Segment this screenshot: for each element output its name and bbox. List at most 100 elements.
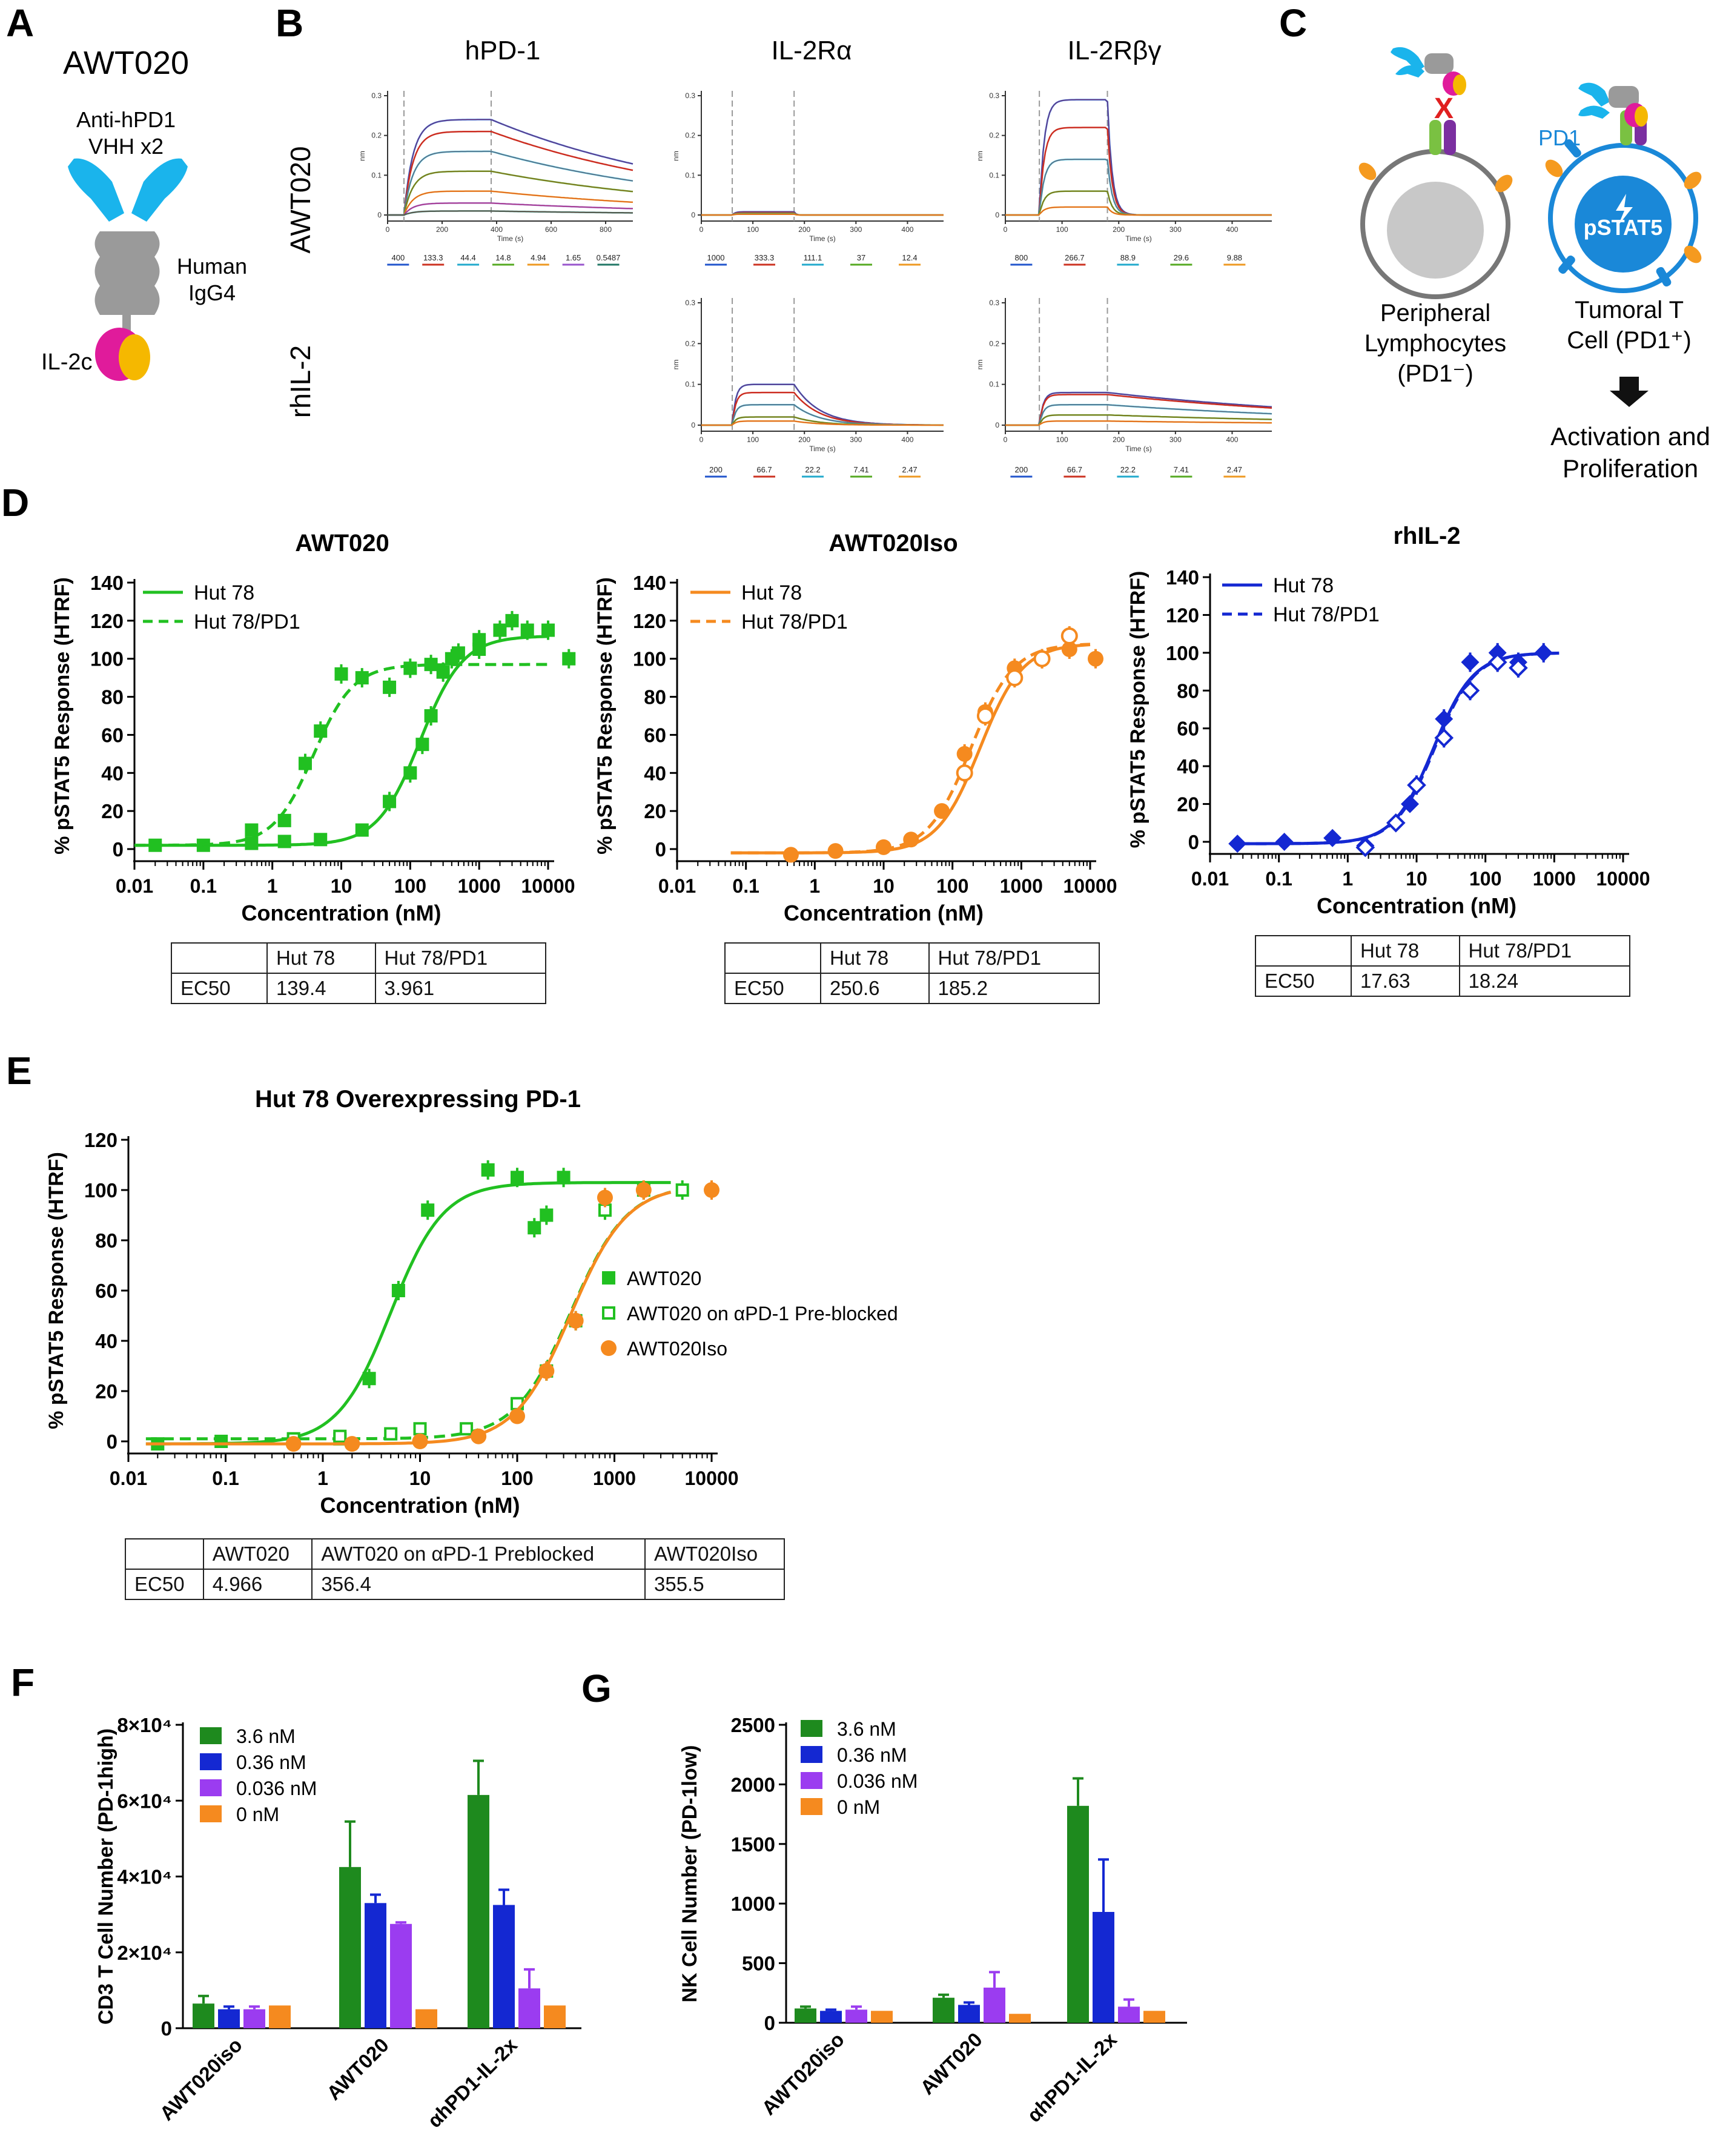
bar bbox=[415, 2009, 437, 2028]
x-tick-label: 400 bbox=[491, 225, 503, 234]
fit-trace bbox=[1005, 392, 1272, 426]
table-header: Hut 78/PD1 bbox=[928, 942, 1100, 974]
x-tick-label: 400 bbox=[1226, 225, 1238, 234]
chart-title: AWT020Iso bbox=[829, 530, 958, 557]
data-point bbox=[481, 1163, 495, 1177]
data-point bbox=[415, 738, 429, 752]
legend-label: Hut 78 bbox=[1273, 574, 1334, 597]
data-point bbox=[472, 643, 486, 656]
legend-label: Hut 78/PD1 bbox=[1273, 603, 1380, 626]
vhh-label-2: VHH x2 bbox=[88, 134, 164, 159]
binding-trace bbox=[1005, 414, 1272, 426]
fit-trace bbox=[388, 151, 633, 216]
data-point bbox=[355, 671, 369, 685]
y-tick-label: 0.3 bbox=[685, 299, 695, 307]
y-tick-label: 0.1 bbox=[989, 380, 999, 389]
peripheral-receptor-2 bbox=[1495, 174, 1513, 193]
table-row-label: EC50 bbox=[724, 973, 821, 1004]
tumoral-label-1: Tumoral T bbox=[1575, 297, 1684, 323]
tumoral-nucleus bbox=[1575, 176, 1672, 273]
table-cell: 356.4 bbox=[311, 1569, 646, 1600]
concentration-label: 22.2 bbox=[805, 465, 820, 474]
table-header: Hut 78/PD1 bbox=[1458, 935, 1630, 967]
peripheral-il2r-purple bbox=[1444, 120, 1456, 155]
chart-d3: rhIL-2 0 20 40 60 80 100 120 140 0.01 0.1 1 10 100 100… bbox=[1126, 523, 1650, 918]
y-axis-unit: nm bbox=[976, 151, 984, 161]
x-tick-label: 100 bbox=[1056, 225, 1068, 234]
y-axis-label: % pSTAT5 Response (HTRF) bbox=[45, 1152, 68, 1429]
concentration-label: 88.9 bbox=[1120, 253, 1136, 262]
data-point bbox=[362, 1372, 376, 1386]
chart-title: AWT020 bbox=[295, 530, 389, 557]
x-tick-label: 100 bbox=[936, 875, 968, 897]
data-point bbox=[782, 847, 799, 863]
series-2 bbox=[145, 1180, 719, 1452]
c-mol2-fc bbox=[1609, 86, 1639, 108]
linker bbox=[122, 315, 131, 332]
data-point bbox=[511, 1171, 524, 1185]
x-tick-label: 1 bbox=[317, 1467, 328, 1489]
table-cell: 3.961 bbox=[374, 973, 546, 1004]
awt020-title: AWT020 bbox=[63, 45, 189, 81]
fit-trace bbox=[388, 191, 633, 216]
series-0 bbox=[730, 640, 1104, 863]
concentration-label: 1.65 bbox=[566, 253, 581, 262]
x-tick-label: 1000 bbox=[1533, 868, 1576, 890]
x-tick-label: 0.01 bbox=[116, 875, 153, 897]
y-tick-label: 0.3 bbox=[989, 91, 999, 100]
fit-curve bbox=[145, 1181, 671, 1446]
series-0 bbox=[134, 610, 576, 852]
legend-swatch-icon bbox=[200, 1779, 222, 1796]
bar bbox=[493, 1905, 515, 2028]
concentration-label: 266.7 bbox=[1065, 253, 1085, 262]
table-row-label: EC50 bbox=[1255, 965, 1352, 997]
igg4-fc bbox=[94, 231, 160, 315]
fit-trace bbox=[388, 131, 633, 216]
x-tick-label: 200 bbox=[798, 225, 810, 234]
concentration-label: 200 bbox=[709, 465, 723, 474]
c-mol2-il2-yellow bbox=[1635, 106, 1648, 127]
x-tick-label: 200 bbox=[1113, 435, 1125, 444]
data-point bbox=[1275, 833, 1294, 851]
concentration-label: 800 bbox=[1015, 253, 1028, 262]
bar bbox=[390, 1923, 412, 2028]
y-tick-label: 0 bbox=[655, 838, 666, 861]
table-cell: 250.6 bbox=[819, 973, 930, 1004]
legend-label: 0.36 nM bbox=[837, 1744, 907, 1766]
data-point bbox=[355, 823, 369, 837]
bar bbox=[365, 1903, 386, 2028]
data-point bbox=[493, 623, 507, 637]
bar bbox=[984, 1987, 1005, 2023]
ec50-table-e: AWT020 AWT020 on αPD-1 Preblocked AWT020Is… bbox=[125, 1538, 786, 1600]
data-point bbox=[956, 764, 973, 782]
y-tick-label: 60 bbox=[95, 1280, 117, 1302]
legend-swatch-icon bbox=[801, 1746, 822, 1763]
outcome-label-2: Proliferation bbox=[1563, 454, 1698, 483]
c-mol-vhh-left bbox=[1391, 47, 1424, 71]
tumoral-receptor-3 bbox=[1684, 245, 1702, 263]
panel-letter-d: D bbox=[1, 481, 29, 524]
y-tick-label: 0 bbox=[995, 421, 999, 429]
tumoral-label-2: Cell (PD1⁺) bbox=[1567, 327, 1692, 354]
bli-col-title-1: hPD-1 bbox=[465, 36, 541, 65]
series-1 bbox=[134, 640, 548, 847]
sensorgram-awt_rbg: 0 0.1 0.2 0.3 0 100 200 300 400 Time (s) nm 800 266.… bbox=[976, 91, 1272, 266]
y-tick-label: 0.3 bbox=[685, 91, 695, 100]
concentration-label: 66.7 bbox=[1067, 465, 1082, 474]
y-axis-label: % pSTAT5 Response (HTRF) bbox=[1126, 571, 1149, 848]
x-tick-label: 0.01 bbox=[658, 875, 696, 897]
data-point bbox=[298, 756, 312, 770]
data-point bbox=[1355, 838, 1375, 858]
x-tick-label: AWT020 bbox=[916, 2028, 987, 2099]
x-tick-label: 400 bbox=[901, 435, 913, 444]
fit-trace bbox=[388, 171, 633, 216]
y-tick-label: 100 bbox=[1166, 642, 1199, 664]
x-tick-label: 300 bbox=[850, 225, 862, 234]
y-tick-label: 120 bbox=[1166, 604, 1199, 626]
data-point bbox=[344, 1436, 360, 1452]
y-tick-label: 0.2 bbox=[685, 339, 695, 348]
data-point bbox=[403, 661, 417, 675]
panel-a-molecule: AWT020 Anti-hPD1 VHH x2 Human IgG4 IL-2c bbox=[41, 45, 247, 381]
y-tick-label: 60 bbox=[644, 724, 666, 746]
table-header: AWT020 on αPD-1 Preblocked bbox=[311, 1538, 646, 1570]
